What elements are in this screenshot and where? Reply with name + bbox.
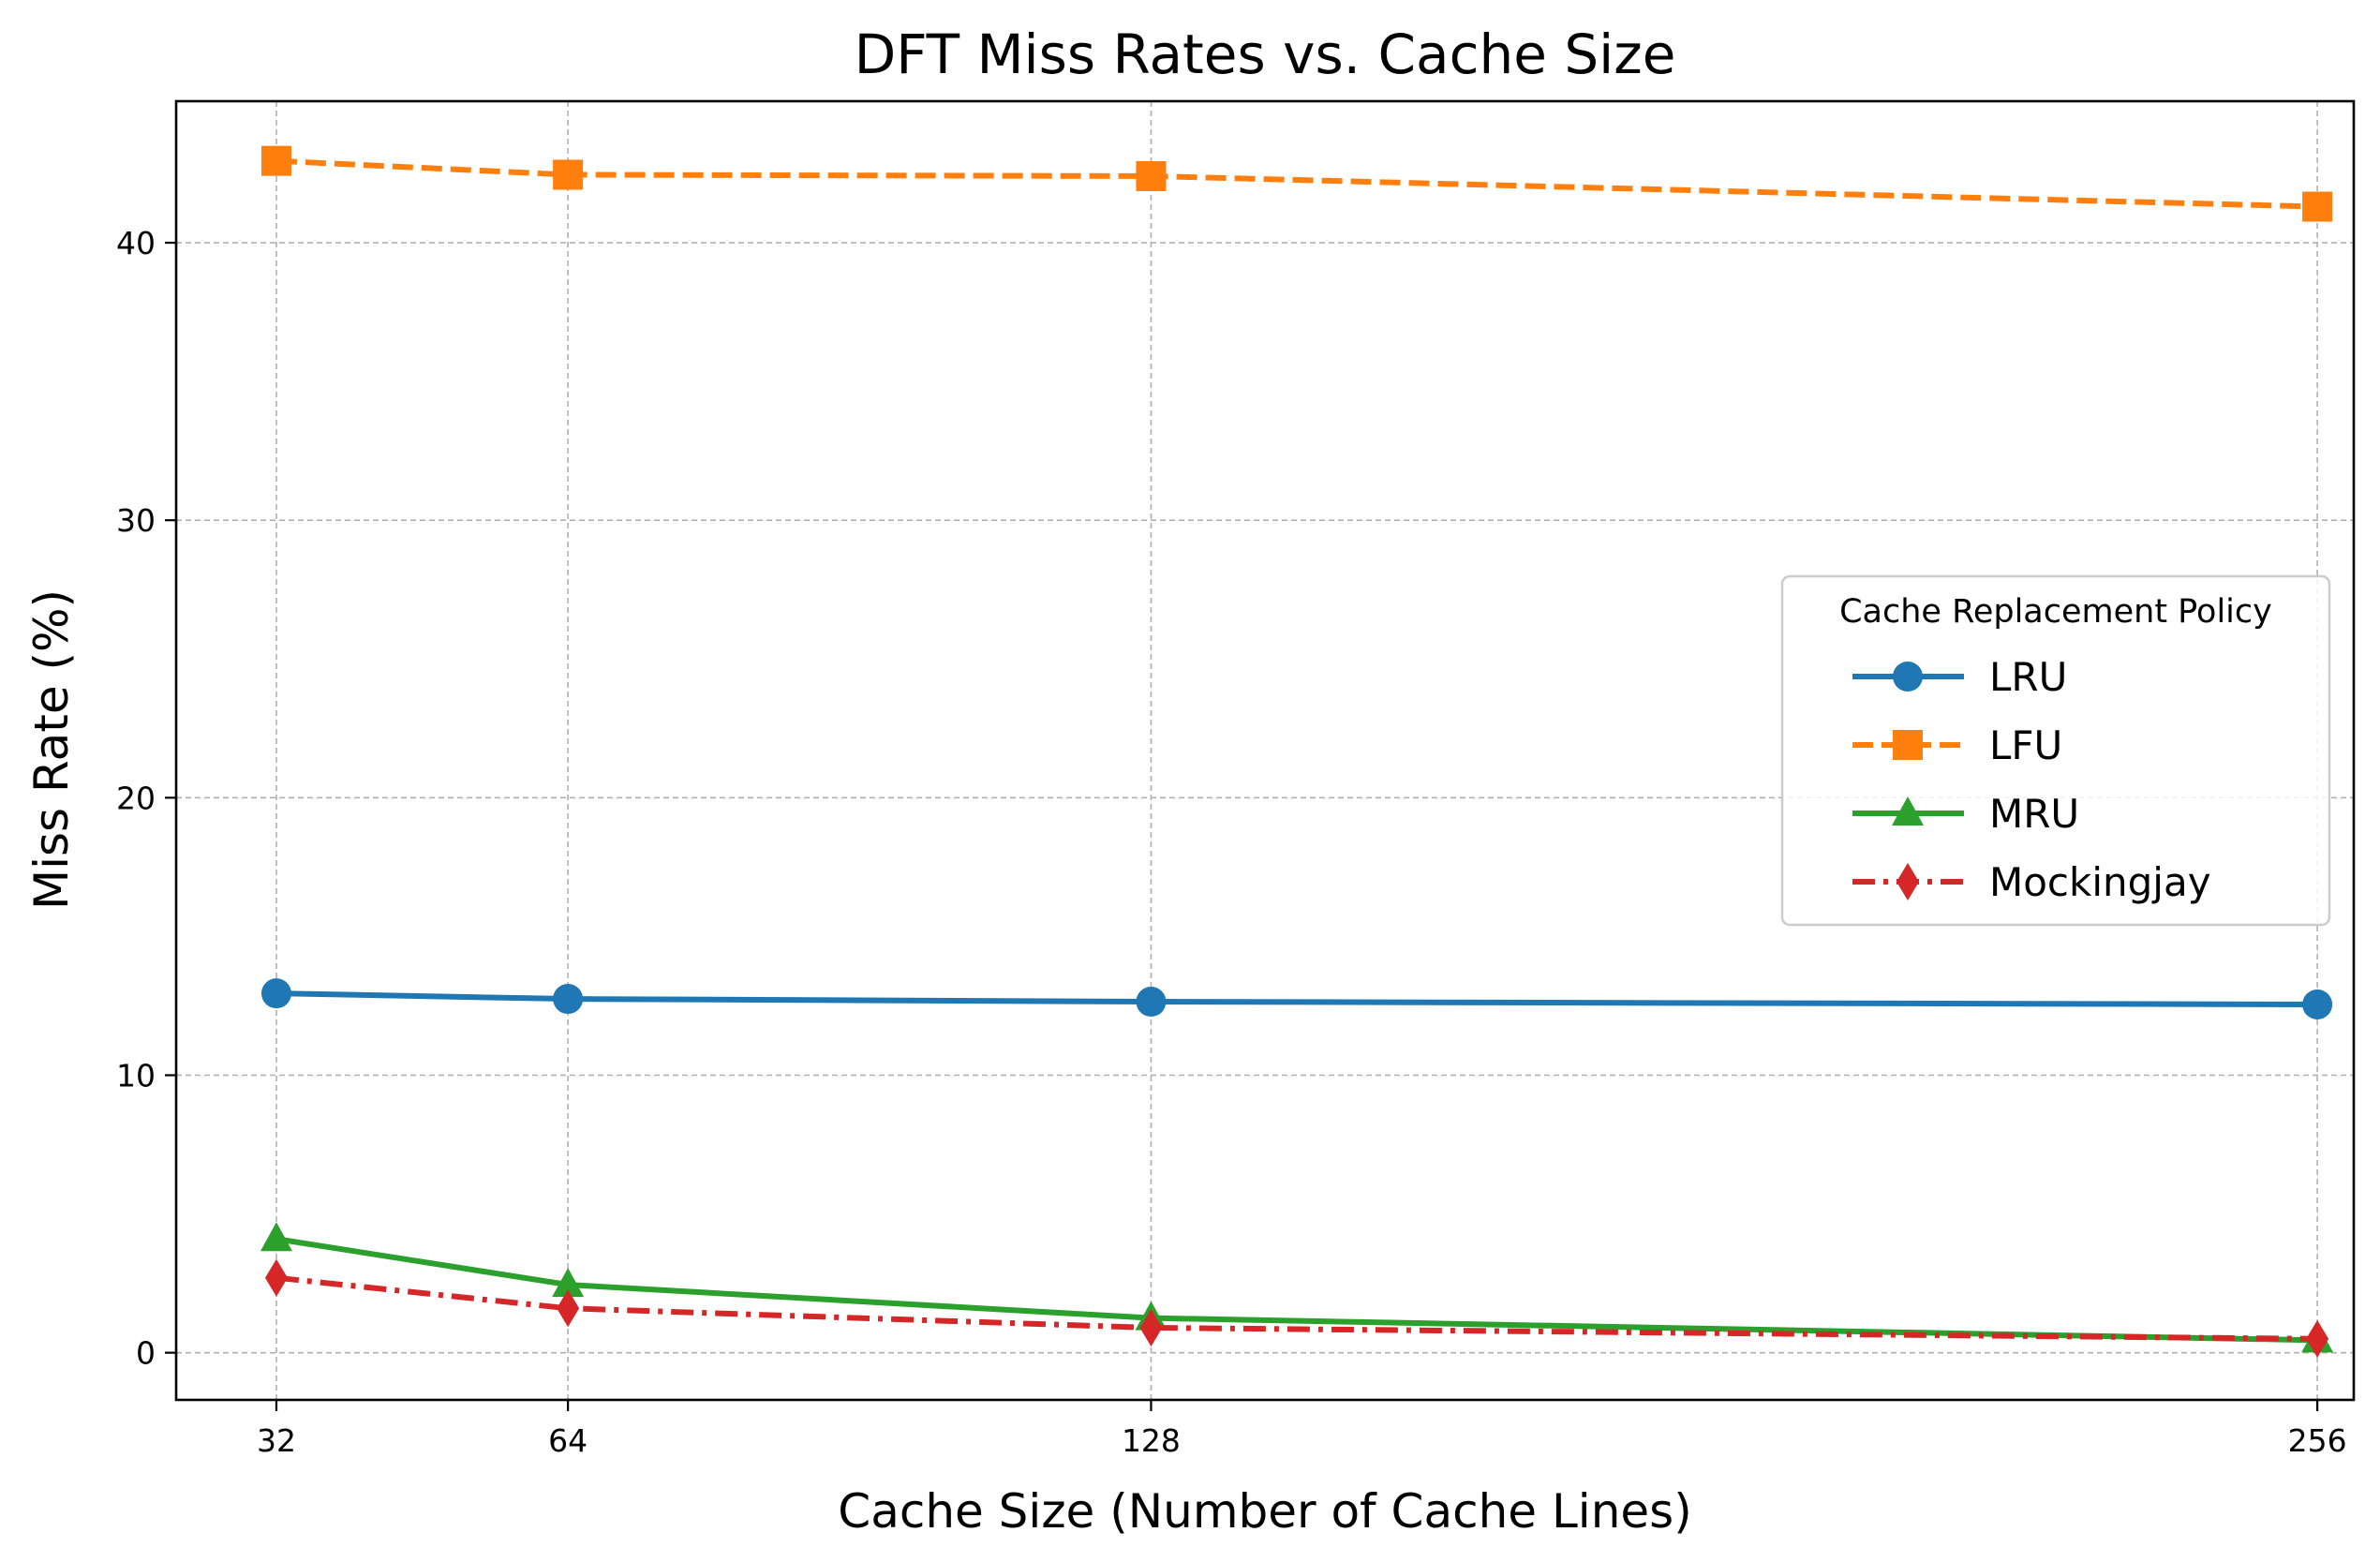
y-tick-label: 20: [116, 780, 156, 816]
axis-ticks: 32 64 128 256 0 10 20 30 40: [116, 225, 2347, 1459]
legend-marker: [1893, 662, 1923, 692]
legend-label: LFU: [1989, 722, 2062, 768]
series-line-lru: [275, 990, 2318, 1007]
y-axis-label: Miss Rate (%): [24, 589, 79, 910]
y-tick-label: 0: [136, 1335, 156, 1372]
legend-marker: [1897, 863, 1919, 900]
data-point-mockingjay: [2306, 1319, 2329, 1358]
legend-item-lfu: LFU: [1852, 722, 2062, 768]
legend-label: MRU: [1989, 791, 2079, 837]
series-lfu: [260, 145, 2333, 222]
series-line-lfu: [275, 157, 2318, 210]
legend-label: LRU: [1989, 654, 2067, 700]
data-point-lfu: [260, 145, 291, 176]
legend-label: Mockingjay: [1989, 859, 2211, 905]
series-line-mockingjay: [275, 1274, 2318, 1342]
data-point-mockingjay: [557, 1289, 580, 1328]
y-tick-label: 10: [116, 1058, 156, 1094]
series-layer: [260, 145, 2334, 1358]
series-lru: [260, 978, 2333, 1019]
legend-items: LRU LFU MRU Mockingjay: [1852, 654, 2211, 905]
data-point-mockingjay: [1139, 1309, 1163, 1346]
legend-box: [1780, 574, 2331, 927]
x-tick-label: 256: [2288, 1422, 2347, 1459]
legend-marker: [1892, 796, 1924, 826]
data-point-mru: [552, 1268, 585, 1298]
chart-title: DFT Miss Rates vs. Cache Size: [855, 22, 1676, 86]
legend-item-lru: LRU: [1852, 654, 2067, 700]
data-point-lru: [260, 978, 291, 1009]
legend-item-mockingjay: Mockingjay: [1852, 859, 2211, 905]
series-line-mru: [275, 1236, 2318, 1344]
data-point-lfu: [553, 159, 584, 190]
series-mockingjay: [264, 1258, 2329, 1358]
data-point-lru: [2302, 989, 2333, 1019]
y-tick-label: 40: [116, 225, 156, 261]
x-tick-label: 64: [548, 1422, 588, 1459]
data-point-lru: [553, 984, 584, 1015]
plot-area-frame: [174, 99, 2356, 1402]
x-tick-label: 32: [257, 1422, 296, 1459]
x-tick-label: 128: [1122, 1422, 1181, 1459]
legend-title: Cache Replacement Policy: [1839, 593, 2272, 631]
data-point-mru: [260, 1222, 292, 1252]
legend: Cache Replacement Policy LRU LFU MRU Mockin…: [1780, 574, 2331, 927]
y-tick-label: 30: [116, 502, 156, 539]
data-point-mockingjay: [264, 1258, 288, 1297]
grid-lines: [176, 101, 2354, 1400]
data-point-lfu: [1136, 160, 1167, 191]
data-point-lfu: [2302, 191, 2333, 222]
legend-marker: [1893, 730, 1923, 760]
data-point-lru: [1136, 987, 1167, 1018]
x-axis-label: Cache Size (Number of Cache Lines): [838, 1484, 1691, 1539]
legend-item-mru: MRU: [1852, 791, 2079, 837]
